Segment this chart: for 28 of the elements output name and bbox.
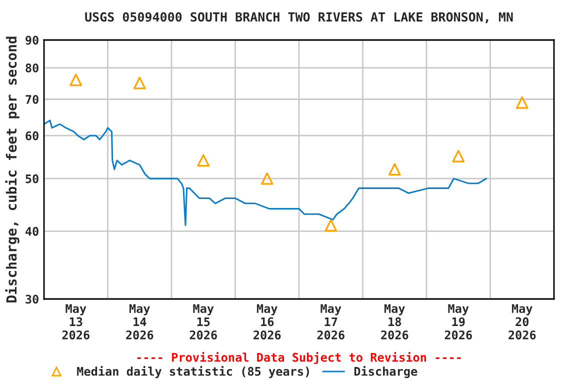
y-tick-label: 70 bbox=[26, 94, 38, 104]
text: ---- Provisional Data Subject to Revision ---- bbox=[137, 352, 461, 364]
legend-label: Discharge bbox=[354, 366, 418, 378]
point bbox=[260, 172, 274, 185]
x-tick-label: May 17 2026 bbox=[317, 304, 344, 340]
x-tick-label: May 14 2026 bbox=[126, 304, 154, 340]
point bbox=[197, 154, 210, 167]
x-tick-label: May 13 2026 bbox=[62, 304, 90, 340]
x-tick-label: May 19 2026 bbox=[444, 304, 472, 340]
point bbox=[388, 163, 401, 176]
x-tick-label: May 16 2026 bbox=[254, 304, 281, 340]
point bbox=[133, 76, 146, 90]
x-tick-label: May 18 2026 bbox=[381, 304, 408, 340]
point bbox=[452, 150, 465, 162]
chart-title: USGS 05094000 SOUTH BRANCH TWO RIVERS AT LAKE BRONSON, MN bbox=[85, 12, 513, 24]
y-tick-label: 40 bbox=[26, 226, 38, 236]
y-tick-label: 30 bbox=[26, 294, 38, 304]
legend-label: Median daily statistic (85 years) bbox=[77, 366, 309, 378]
point bbox=[516, 96, 528, 109]
y-axis-title: Discharge, cubic feet per second bbox=[5, 36, 20, 302]
y-tick-label: 60 bbox=[26, 131, 38, 140]
y-tick-label: 80 bbox=[26, 63, 38, 72]
x-tick-label: May 20 2026 bbox=[508, 304, 536, 340]
point bbox=[70, 74, 82, 86]
x-tick-label: May 15 2026 bbox=[190, 304, 217, 340]
y-tick-label: 50 bbox=[26, 174, 38, 184]
y-tick-label: 90 bbox=[26, 36, 38, 45]
point bbox=[324, 219, 338, 232]
